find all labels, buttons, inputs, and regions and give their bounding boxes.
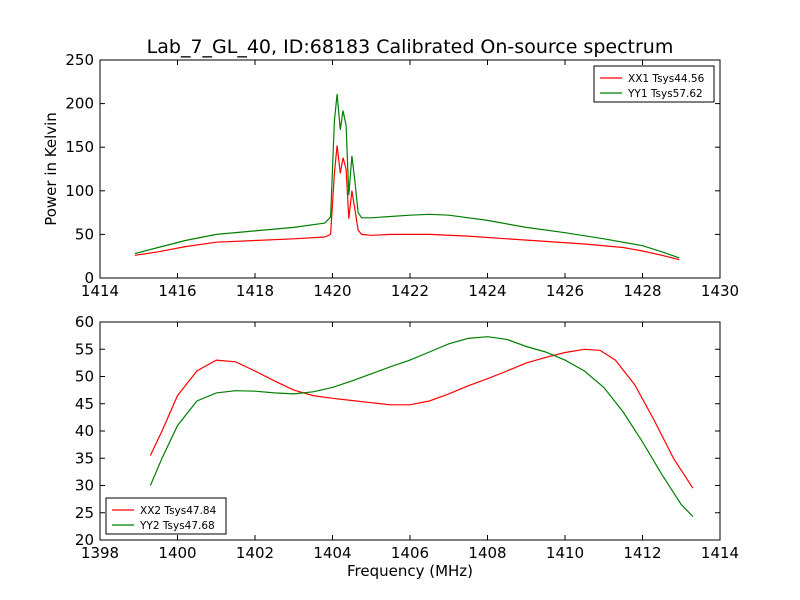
bottom-x-tick-label: 1412 bbox=[623, 544, 661, 562]
bottom-y-tick-label: 45 bbox=[75, 395, 94, 413]
bottom-y-tick-label: 40 bbox=[75, 422, 94, 440]
bottom-y-tick-label: 50 bbox=[75, 368, 94, 386]
top-legend-label-1: XX1 Tsys44.56 bbox=[628, 73, 705, 85]
bottom-x-axis-label: Frequency (MHz) bbox=[347, 562, 473, 580]
bottom-x-ticks: 1398 1400 1402 1404 1406 1408 1410 1412 1414 bbox=[81, 322, 739, 562]
bottom-legend-label-2: YY2 Tsys47.68 bbox=[139, 520, 215, 532]
bottom-y-tick-label: 25 bbox=[75, 504, 94, 522]
bottom-y-tick-label: 60 bbox=[75, 313, 94, 331]
top-y-tick-label: 0 bbox=[84, 269, 94, 287]
top-y-tick-label: 250 bbox=[65, 51, 94, 69]
top-series-line-2 bbox=[134, 93, 680, 259]
top-x-tick-label: 1418 bbox=[236, 282, 274, 300]
bottom-legend: XX2 Tsys47.84 YY2 Tsys47.68 bbox=[105, 497, 227, 535]
bottom-x-tick-label: 1404 bbox=[313, 544, 351, 562]
chart-title: Lab_7_GL_40, ID:68183 Calibrated On-sour… bbox=[147, 36, 674, 58]
top-x-ticks: 1414 1416 1418 1420 1422 1424 1426 1428 1430 bbox=[81, 60, 739, 300]
top-x-tick-label: 1426 bbox=[546, 282, 584, 300]
bottom-y-ticks: 20 25 30 35 40 45 50 55 60 bbox=[75, 313, 720, 549]
top-x-tick-label: 1424 bbox=[468, 282, 506, 300]
top-x-tick-label: 1416 bbox=[158, 282, 196, 300]
top-y-ticks: 0 50 100 150 200 250 bbox=[65, 51, 720, 287]
bottom-y-tick-label: 35 bbox=[75, 449, 94, 467]
top-y-tick-label: 150 bbox=[65, 138, 94, 156]
top-x-tick-label: 1420 bbox=[313, 282, 351, 300]
bottom-legend-box bbox=[105, 497, 227, 535]
top-y-axis-label: Power in Kelvin bbox=[42, 112, 60, 226]
top-series-line-1 bbox=[134, 145, 680, 261]
bottom-panel: 1398 1400 1402 1404 1406 1408 1410 1412 1414 202… bbox=[75, 313, 739, 580]
top-panel: 1414 1416 1418 1420 1422 1424 1426 1428 1430 0 50… bbox=[42, 51, 739, 300]
top-legend-label-2: YY1 Tsys57.62 bbox=[627, 88, 703, 100]
bottom-x-tick-label: 1414 bbox=[701, 544, 739, 562]
bottom-plot-lines bbox=[149, 336, 694, 518]
bottom-x-tick-label: 1410 bbox=[546, 544, 584, 562]
bottom-series-line-1 bbox=[149, 348, 694, 489]
top-legend-box bbox=[593, 65, 715, 103]
top-x-tick-label: 1430 bbox=[701, 282, 739, 300]
bottom-legend-label-1: XX2 Tsys47.84 bbox=[140, 505, 217, 517]
top-plot-lines bbox=[134, 93, 680, 261]
top-y-tick-label: 200 bbox=[65, 95, 94, 113]
top-y-tick-label: 100 bbox=[65, 182, 94, 200]
bottom-x-tick-label: 1402 bbox=[236, 544, 274, 562]
bottom-x-tick-label: 1398 bbox=[81, 544, 119, 562]
bottom-y-tick-label: 30 bbox=[75, 477, 94, 495]
top-x-tick-label: 1422 bbox=[391, 282, 429, 300]
top-y-tick-label: 50 bbox=[75, 225, 94, 243]
top-x-tick-label: 1428 bbox=[623, 282, 661, 300]
bottom-x-tick-label: 1406 bbox=[391, 544, 429, 562]
bottom-y-tick-label: 55 bbox=[75, 340, 94, 358]
bottom-series-line-2 bbox=[149, 336, 694, 518]
bottom-y-tick-label: 20 bbox=[75, 531, 94, 549]
top-x-tick-label: 1414 bbox=[81, 282, 119, 300]
bottom-x-tick-label: 1408 bbox=[468, 544, 506, 562]
bottom-x-tick-label: 1400 bbox=[158, 544, 196, 562]
top-legend: XX1 Tsys44.56 YY1 Tsys57.62 bbox=[593, 65, 715, 103]
